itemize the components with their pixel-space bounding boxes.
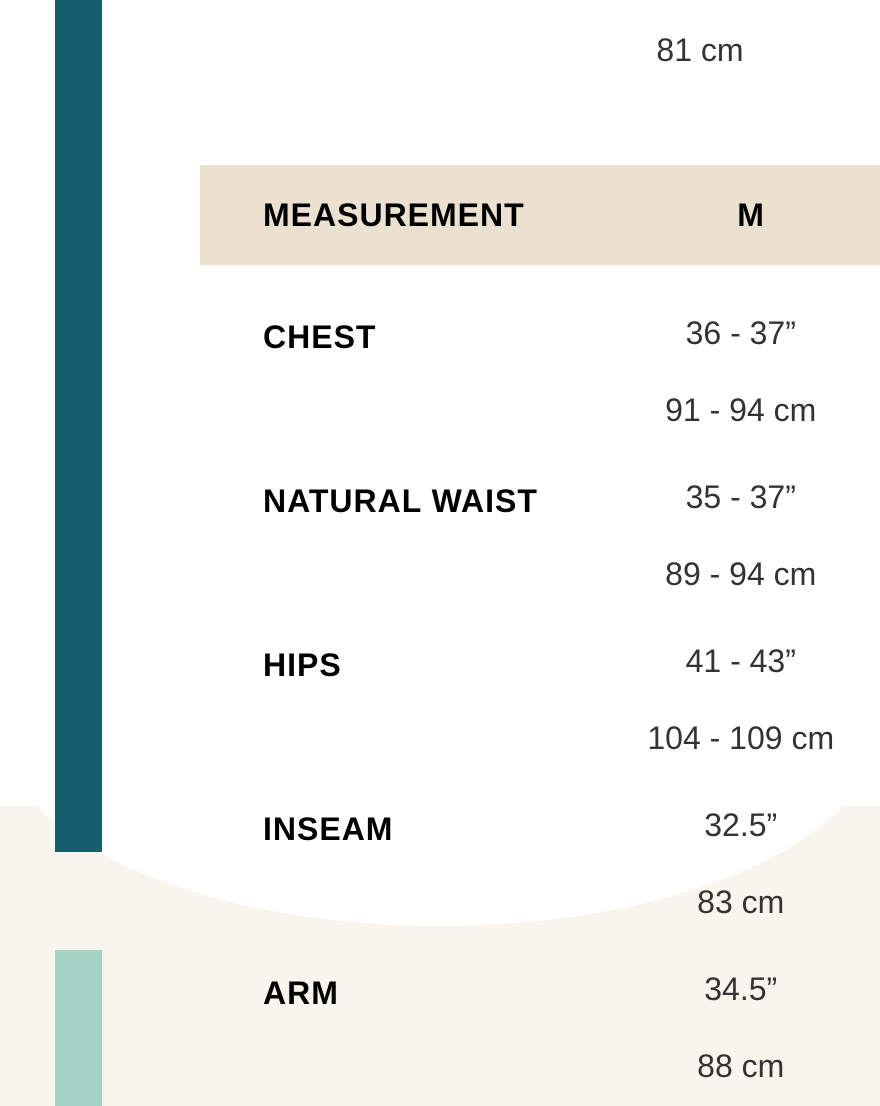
row-label: CHEST — [263, 287, 601, 429]
row-values: 32.5”83 cm — [601, 779, 880, 921]
measurement-table: MEASUREMENT M CHEST36 - 37”91 - 94 cmNAT… — [200, 165, 880, 1085]
top-value-text: 81 cm — [200, 0, 880, 69]
sidebar-accent-light — [55, 950, 102, 1106]
row-values: 41 - 43”104 - 109 cm — [601, 615, 880, 757]
value-cm: 104 - 109 cm — [601, 680, 880, 757]
table-row: CHEST36 - 37”91 - 94 cm — [200, 265, 880, 429]
value-cm: 89 - 94 cm — [601, 516, 880, 593]
value-inches: 34.5” — [601, 943, 880, 1008]
value-inches: 32.5” — [601, 779, 880, 844]
content-area: 81 cm MEASUREMENT M CHEST36 - 37”91 - 94… — [200, 0, 880, 1085]
header-size: M — [621, 197, 880, 234]
table-row: INSEAM32.5”83 cm — [200, 757, 880, 921]
value-inches: 35 - 37” — [601, 451, 880, 516]
row-label: INSEAM — [263, 779, 601, 921]
table-row: HIPS41 - 43”104 - 109 cm — [200, 593, 880, 757]
table-row: NATURAL WAIST35 - 37”89 - 94 cm — [200, 429, 880, 593]
row-values: 35 - 37”89 - 94 cm — [601, 451, 880, 593]
sidebar-accent-dark — [55, 0, 102, 852]
value-cm: 88 cm — [601, 1008, 880, 1085]
row-values: 36 - 37”91 - 94 cm — [601, 287, 880, 429]
value-inches: 36 - 37” — [601, 287, 880, 352]
value-inches: 41 - 43” — [601, 615, 880, 680]
row-label: NATURAL WAIST — [263, 451, 601, 593]
row-label: HIPS — [263, 615, 601, 757]
table-header-row: MEASUREMENT M — [200, 165, 880, 265]
header-measurement: MEASUREMENT — [263, 197, 621, 234]
value-cm: 83 cm — [601, 844, 880, 921]
row-values: 34.5”88 cm — [601, 943, 880, 1085]
value-cm: 91 - 94 cm — [601, 352, 880, 429]
table-row: ARM34.5”88 cm — [200, 921, 880, 1085]
row-label: ARM — [263, 943, 601, 1085]
